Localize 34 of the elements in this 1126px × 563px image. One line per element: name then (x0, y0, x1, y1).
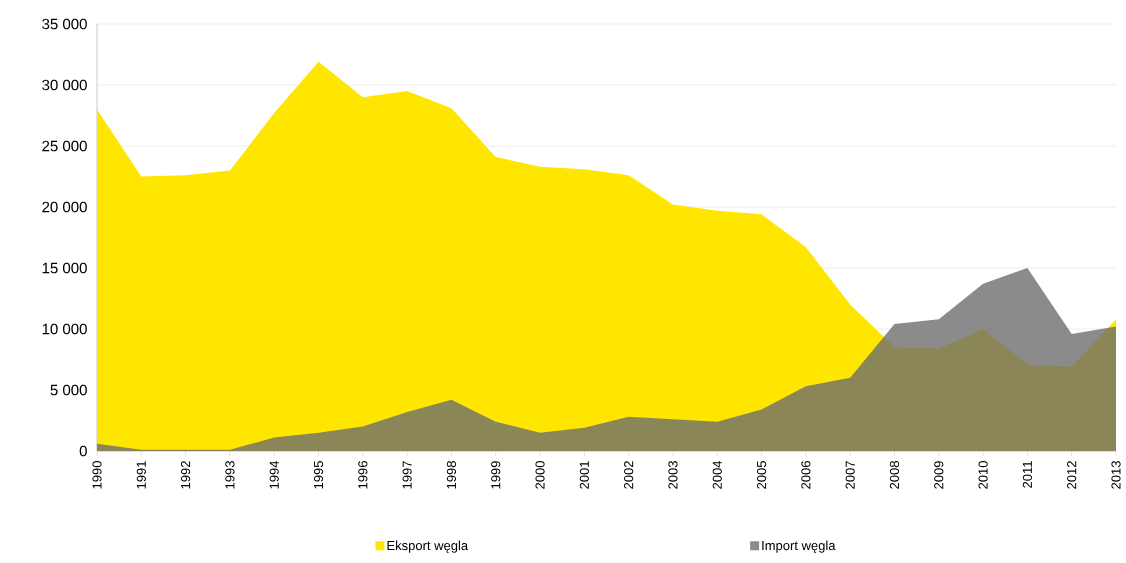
y-tick-label: 35 000 (42, 18, 87, 30)
x-tick-label: 1996 (358, 461, 368, 489)
x-tick-label: 1992 (181, 461, 191, 489)
x-tick-label: 2001 (579, 461, 589, 489)
x-tick-label: 1994 (269, 460, 279, 489)
y-tick-label: 25 000 (42, 140, 87, 152)
x-tick-label: 1999 (491, 461, 501, 489)
x-tick-label: 2002 (624, 461, 634, 489)
y-tick-label: 15 000 (42, 262, 87, 274)
x-tick-label: 2004 (712, 460, 722, 489)
x-tick-label: 1997 (402, 461, 412, 489)
x-tick-label: 2011 (1022, 461, 1032, 488)
x-tick-label: 1990 (92, 461, 102, 489)
x-tick-label: 1998 (446, 461, 457, 489)
x-tick-label: 2007 (845, 461, 855, 489)
x-tick-label: 2009 (934, 461, 944, 489)
x-tick-label: 2000 (535, 461, 545, 489)
x-tick-label: 2010 (978, 461, 988, 489)
x-tick-label: 2003 (668, 461, 678, 489)
x-tick-label: 2005 (756, 461, 767, 489)
legend-label: Import węgla (762, 540, 836, 553)
y-tick-label: 10 000 (42, 323, 87, 335)
y-tick-label: 30 000 (42, 79, 87, 91)
y-tick-label: 5 000 (50, 384, 87, 396)
x-tick-label: 1993 (225, 461, 235, 489)
x-tick-label: 2012 (1067, 461, 1077, 489)
x-tick-label: 1991 (136, 461, 146, 489)
y-tick-label: 20 000 (42, 201, 87, 213)
x-tick-label: 2013 (1111, 461, 1121, 489)
y-tick-label: 0 (79, 445, 87, 457)
x-tick-label: 2006 (801, 461, 811, 489)
legend-label: Eksport węgla (387, 540, 469, 553)
x-tick-label: 1995 (313, 461, 324, 489)
x-tick-label: 2008 (889, 461, 900, 489)
